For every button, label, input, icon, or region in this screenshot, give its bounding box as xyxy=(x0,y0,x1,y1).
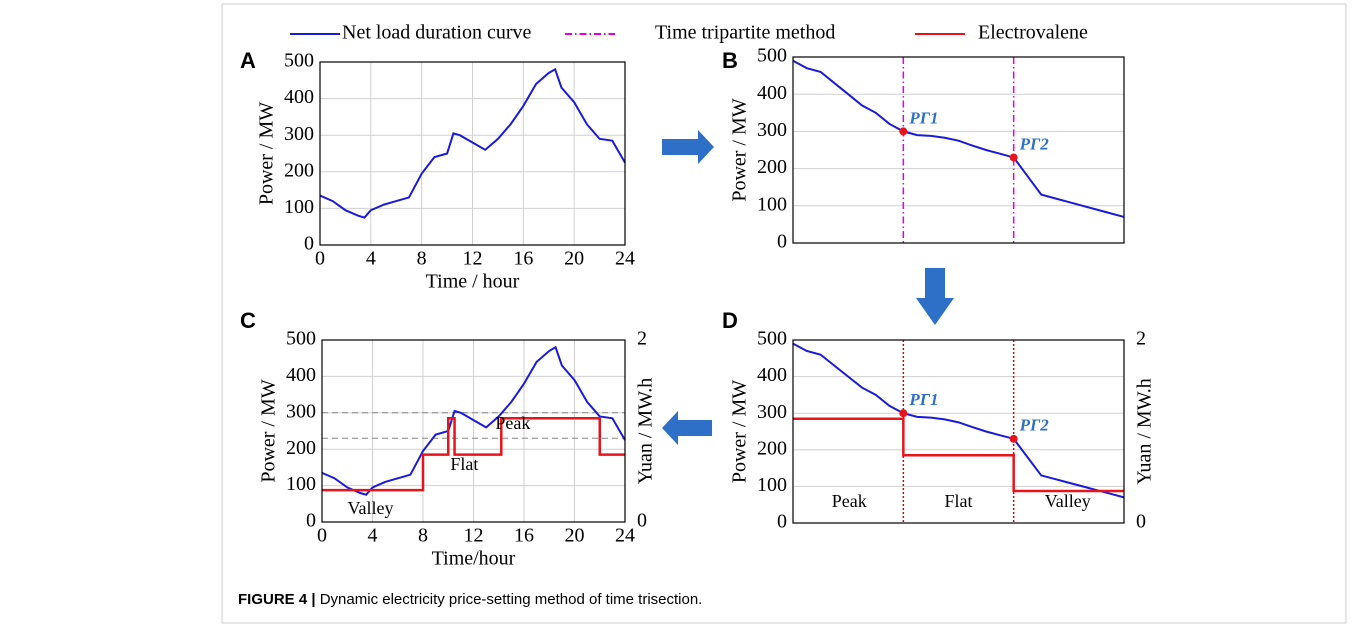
x-axis-label: Time/hour xyxy=(432,548,516,570)
plot-border xyxy=(792,339,1125,524)
y-axis-label: Power / MW xyxy=(729,98,751,201)
y2-axis-label: Yuan / MW.h xyxy=(1134,378,1156,484)
frame xyxy=(221,3,1347,624)
plot-area xyxy=(793,340,1124,523)
load-curve xyxy=(792,59,1125,218)
x-tick-label: 8 xyxy=(418,525,428,547)
y-tick-label: 200 xyxy=(757,437,787,459)
legend-label: Net load duration curve xyxy=(342,22,531,44)
x-tick-label: 12 xyxy=(463,248,483,270)
x-tick-label: 24 xyxy=(615,248,635,270)
y-tick-label: 300 xyxy=(284,123,314,145)
y-tick-label: 0 xyxy=(306,510,316,532)
point-label: PΓ1 xyxy=(908,390,938,409)
y-axis-label: Power / MW xyxy=(729,380,751,483)
threshold-point xyxy=(899,127,908,136)
legend-label: Electrovalene xyxy=(978,22,1088,44)
panel-label: D xyxy=(722,308,738,333)
x-tick-label: 12 xyxy=(464,525,484,547)
y-tick-label: 400 xyxy=(286,364,316,386)
x-tick-label: 16 xyxy=(514,525,534,547)
plot-border xyxy=(321,339,626,523)
region-label: Flat xyxy=(450,454,478,474)
panel-label: B xyxy=(722,48,738,73)
y-tick-label: 400 xyxy=(757,364,787,386)
y-tick-label: 300 xyxy=(757,119,787,141)
y-tick-label: 0 xyxy=(777,511,787,533)
legend-label: Time tripartite method xyxy=(655,22,835,44)
x-tick-label: 24 xyxy=(615,525,635,547)
plot-border xyxy=(319,61,626,246)
y2-tick-label: 2 xyxy=(1136,328,1146,350)
panel-label: C xyxy=(240,308,256,333)
caption: FIGURE 4 | Dynamic electricity price-set… xyxy=(238,591,702,608)
y-tick-label: 200 xyxy=(286,437,316,459)
y-tick-label: 500 xyxy=(286,328,316,350)
y-axis-label: Power / MW xyxy=(258,379,280,482)
threshold-point xyxy=(899,409,908,418)
y-tick-label: 200 xyxy=(757,156,787,178)
load-curve xyxy=(319,67,626,219)
y-tick-label: 300 xyxy=(757,401,787,423)
arrow-right xyxy=(662,130,714,164)
y2-axis-label: Yuan / MW.h xyxy=(635,378,657,484)
y-tick-label: 400 xyxy=(757,82,787,104)
x-tick-label: 8 xyxy=(417,248,427,270)
y-tick-label: 300 xyxy=(286,400,316,422)
y2-tick-label: 2 xyxy=(637,328,647,350)
price-step xyxy=(322,417,625,492)
arrow-left xyxy=(662,411,712,445)
region-label: Valley xyxy=(1045,491,1091,511)
y-tick-label: 200 xyxy=(284,159,314,181)
x-tick-label: 4 xyxy=(366,248,376,270)
x-tick-label: 20 xyxy=(564,248,584,270)
y-tick-label: 100 xyxy=(757,474,787,496)
y-tick-label: 100 xyxy=(757,193,787,215)
point-label: PΓ2 xyxy=(1019,134,1050,153)
y-tick-label: 500 xyxy=(757,328,787,350)
x-tick-label: 16 xyxy=(513,248,533,270)
region-label: Flat xyxy=(944,491,972,511)
threshold-point xyxy=(1009,434,1018,443)
caption-text: Dynamic electricity price-setting method… xyxy=(320,591,703,608)
y-tick-label: 0 xyxy=(304,233,314,255)
x-tick-label: 0 xyxy=(315,248,325,270)
x-axis-label: Time / hour xyxy=(426,271,520,293)
point-label: PΓ1 xyxy=(908,108,938,127)
y-tick-label: 500 xyxy=(757,45,787,67)
load-curve xyxy=(792,342,1125,499)
point-label: PΓ2 xyxy=(1019,416,1050,435)
plot-border xyxy=(792,56,1125,244)
region-label: Peak xyxy=(832,491,867,511)
y-tick-label: 100 xyxy=(284,196,314,218)
region-label: Valley xyxy=(347,498,393,518)
y2-tick-label: 0 xyxy=(1136,511,1146,533)
y-tick-label: 500 xyxy=(284,50,314,72)
threshold-point xyxy=(1009,153,1018,162)
y-tick-label: 400 xyxy=(284,86,314,108)
y-tick-label: 100 xyxy=(286,473,316,495)
x-tick-label: 20 xyxy=(565,525,585,547)
region-label: Peak xyxy=(495,413,530,433)
plot-area xyxy=(793,57,1124,243)
arrow-down xyxy=(916,268,954,325)
y2-tick-label: 0 xyxy=(637,510,647,532)
panel-label: A xyxy=(240,48,256,73)
y-axis-label: Power / MW xyxy=(256,102,278,205)
y-tick-label: 0 xyxy=(777,231,787,253)
price-step xyxy=(793,417,1124,493)
caption-label: FIGURE 4 | xyxy=(238,591,316,608)
x-tick-label: 4 xyxy=(368,525,378,547)
x-tick-label: 0 xyxy=(317,525,327,547)
